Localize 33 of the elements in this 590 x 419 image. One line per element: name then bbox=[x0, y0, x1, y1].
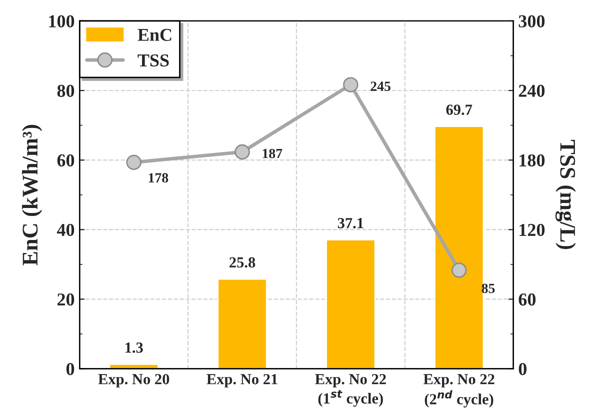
data-label: 37.1 bbox=[338, 218, 364, 228]
legend-label: TSS bbox=[138, 54, 169, 66]
y-tick-label: 80 bbox=[57, 84, 74, 97]
y2-tick-label: 0 bbox=[518, 362, 526, 376]
y-tick-label: 100 bbox=[49, 15, 74, 28]
y-axis-title: EnC (kWh/m³) bbox=[22, 124, 42, 266]
point bbox=[234, 144, 250, 160]
x-tick-label: Exp. No 22 (2$^{nd}$ cycle) bbox=[423, 374, 494, 408]
data-label: 178 bbox=[148, 173, 168, 183]
x-tick-label: Exp. No 20 bbox=[98, 374, 170, 388]
x-tick-label: Exp. No 21 bbox=[206, 374, 278, 388]
data-label: 187 bbox=[262, 148, 282, 158]
point bbox=[126, 154, 142, 170]
y-tick-label: 60 bbox=[57, 154, 74, 166]
y-tick-label: 20 bbox=[57, 293, 74, 306]
y2-tick-label: 180 bbox=[520, 154, 545, 166]
data-label: 25.8 bbox=[230, 257, 256, 268]
y-tick-label: 40 bbox=[56, 224, 74, 236]
bar bbox=[326, 239, 376, 369]
x-tick-label: Exp. No 22 (1$^{st}$ cycle) bbox=[315, 374, 386, 407]
y-tick-label: 0 bbox=[66, 362, 74, 376]
y2-tick-label: 300 bbox=[518, 15, 545, 28]
y2-tick-label: 240 bbox=[518, 84, 545, 97]
data-label: 245 bbox=[370, 82, 390, 91]
legend-label: EnC bbox=[138, 28, 172, 41]
point bbox=[451, 262, 467, 278]
y2-tick-label: 60 bbox=[518, 293, 536, 306]
bar bbox=[217, 278, 268, 369]
data-label: 69.7 bbox=[446, 104, 472, 115]
data-label: 1.3 bbox=[126, 342, 143, 353]
y2-axis-title: TSS (mg/L) bbox=[555, 140, 576, 250]
point bbox=[343, 77, 358, 92]
y2-tick-label: 120 bbox=[520, 224, 545, 236]
